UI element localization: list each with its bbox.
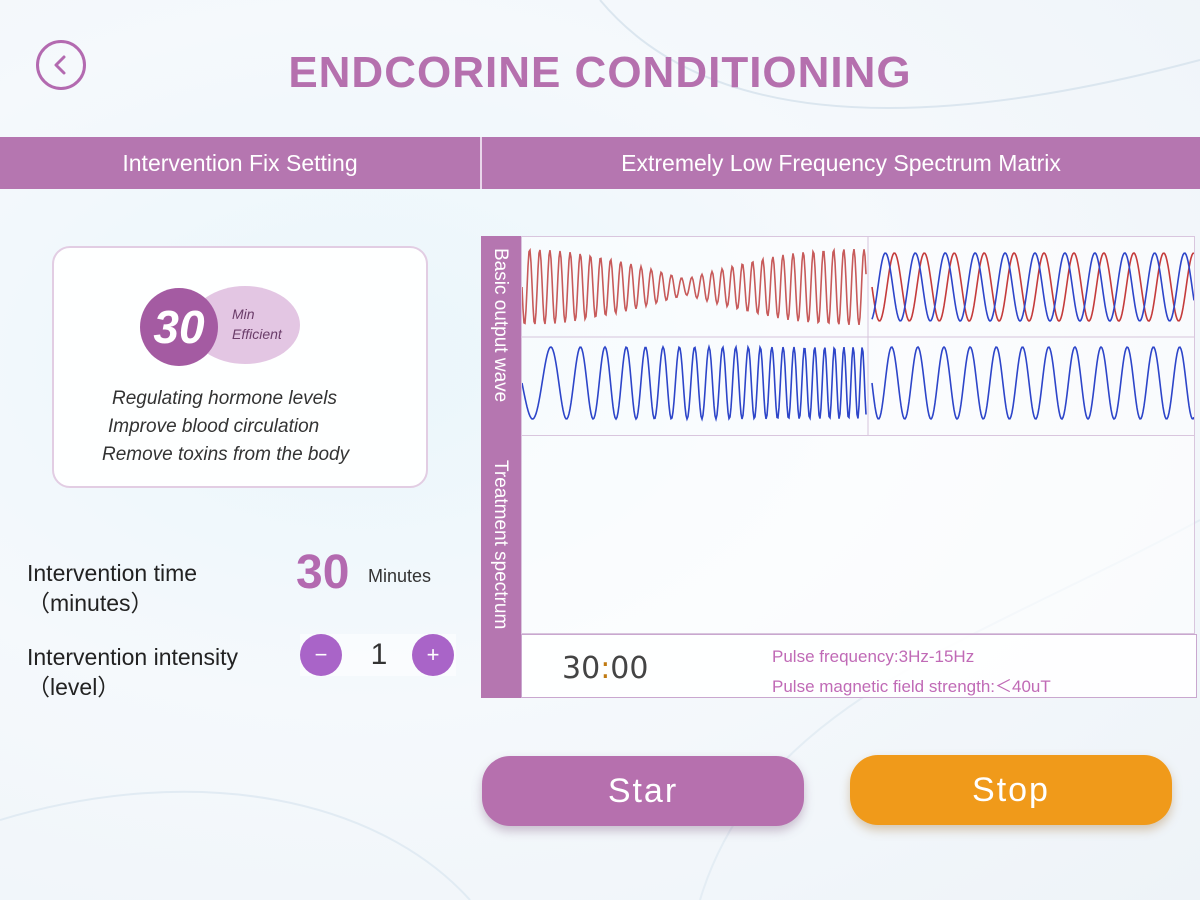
intervention-intensity-label: Intervention intensity （level）	[27, 642, 238, 702]
badge-unit-min: Min	[232, 306, 255, 322]
badge-unit-efficient: Efficient	[232, 326, 282, 342]
section-header-bar: Intervention Fix Setting Extremely Low F…	[0, 137, 1200, 189]
intensity-label: Intervention intensity	[27, 644, 238, 670]
badge-unit: Min Efficient	[232, 304, 282, 344]
benefit-item: Improve blood circulation	[108, 416, 320, 437]
page-title: ENDCORINE CONDITIONING	[288, 48, 912, 97]
benefit-item: Regulating hormone levels	[112, 388, 337, 409]
intensity-value: 1	[370, 638, 388, 671]
timer-minutes: 30	[562, 651, 601, 686]
modulated-wave-red	[521, 247, 867, 326]
status-panel: 30:00 Pulse frequency:3Hz-15Hz Pulse mag…	[521, 634, 1197, 698]
treatment-spectrum-panel	[521, 436, 1195, 634]
header-intervention-setting: Intervention Fix Setting	[0, 137, 482, 189]
pulse-frequency: Pulse frequency:3Hz-15Hz	[772, 647, 975, 666]
intensity-sublabel: （level）	[27, 674, 121, 700]
spectrum-matrix: Basic output wave Treatment spectrum 30:…	[481, 236, 1197, 698]
basic-output-wave-label: Basic output wave	[490, 248, 511, 403]
timer-seconds: 00	[610, 651, 649, 686]
chirp-wave-blue	[521, 344, 867, 423]
matrix-side-label: Basic output wave Treatment spectrum	[481, 236, 521, 698]
efficacy-card: 30 Min Efficient Regulating hormone leve…	[52, 246, 428, 488]
decrease-intensity-button[interactable]: −	[300, 634, 342, 676]
increase-intensity-button[interactable]: +	[412, 634, 454, 676]
stop-button[interactable]: Stop	[850, 755, 1172, 825]
intervention-time-label: Intervention time （minutes）	[27, 558, 197, 618]
sine-wave-red	[871, 252, 1195, 322]
waveform-display	[521, 237, 1195, 435]
pulse-strength: Pulse magnetic field strength:＜40uT	[772, 677, 1051, 696]
time-sublabel: （minutes）	[27, 590, 154, 616]
steady-wave-blue	[871, 345, 1195, 421]
timer-colon: :	[600, 651, 611, 686]
countdown-timer: 30:00	[562, 651, 648, 686]
start-button[interactable]: Star	[482, 756, 804, 826]
basic-output-wave-panel	[521, 236, 1195, 436]
treatment-spectrum-label: Treatment spectrum	[490, 460, 511, 630]
sine-wave-blue-phase	[871, 252, 1195, 322]
time-value: 30	[296, 546, 350, 599]
time-unit: Minutes	[368, 566, 432, 586]
time-label: Intervention time	[27, 560, 198, 586]
intensity-stepper: − 1 +	[300, 634, 456, 676]
badge-circle: 30	[140, 288, 218, 366]
benefit-item: Remove toxins from the body	[102, 444, 350, 465]
duration-badge: 30 Min Efficient	[140, 284, 310, 368]
chevron-left-icon	[54, 55, 66, 75]
back-button[interactable]	[36, 40, 86, 90]
header-spectrum-matrix: Extremely Low Frequency Spectrum Matrix	[621, 149, 1061, 176]
badge-number: 30	[153, 301, 205, 353]
